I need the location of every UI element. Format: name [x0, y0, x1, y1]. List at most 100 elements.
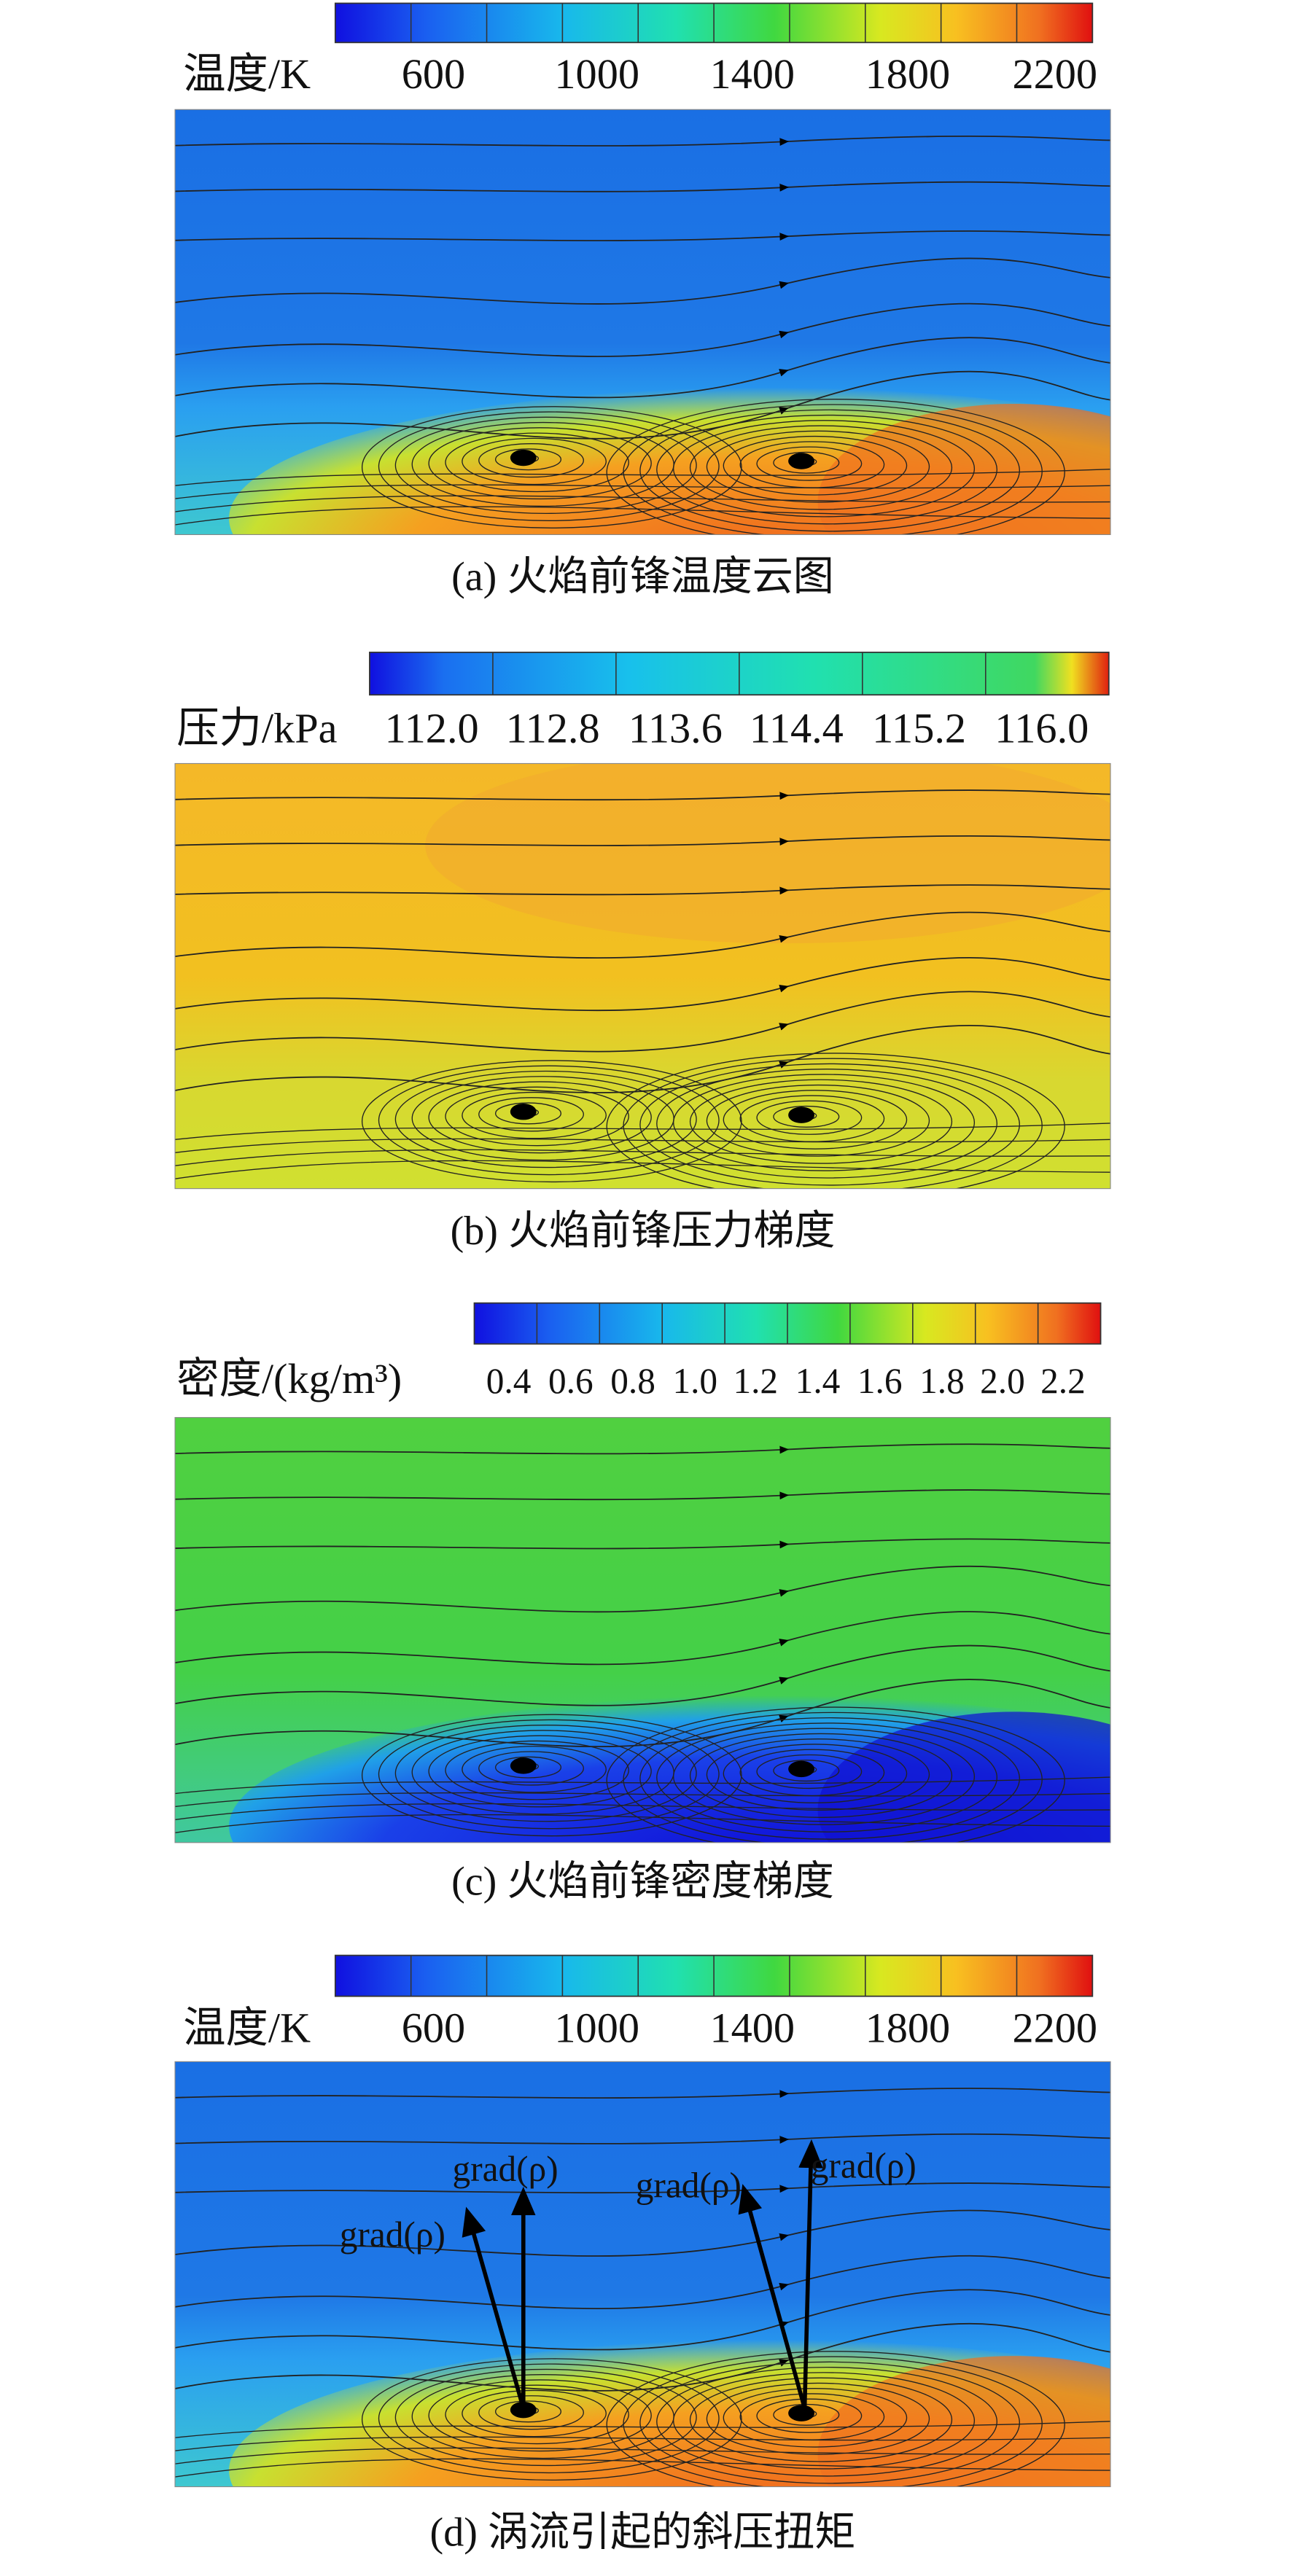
- streamline: [175, 2421, 1110, 2438]
- vortex-core: [788, 1760, 815, 1778]
- colorbar-tick-label: 2.2: [1040, 1361, 1086, 1401]
- vortex-streamline: [756, 1754, 863, 1789]
- vortex-core: [510, 449, 537, 467]
- vortex-streamline: [673, 1074, 976, 1171]
- streamline: [175, 2133, 1110, 2144]
- field-border: [174, 2061, 1111, 2488]
- streamline: [175, 835, 1110, 846]
- vortex-streamline: [756, 446, 863, 481]
- vortex-streamline: [639, 2361, 1020, 2484]
- vortex-streamline: [673, 2372, 976, 2470]
- colorbar-tick-label: 115.2: [872, 704, 966, 752]
- colorbar-tick-label: 1.8: [919, 1361, 965, 1401]
- vortex-core: [510, 2401, 537, 2419]
- vortex-streamline: [756, 2398, 863, 2433]
- contour-field: [175, 109, 1110, 535]
- vortex-streamline: [656, 414, 998, 525]
- vortex-streamline: [428, 1735, 652, 1808]
- vortex-streamline: [478, 1097, 584, 1132]
- vortex-streamline: [689, 1079, 953, 1164]
- field-border: [174, 109, 1111, 536]
- vortex-core: [510, 1757, 537, 1774]
- streamline: [175, 2458, 1110, 2478]
- vortex-streamline: [494, 1756, 562, 1779]
- vortex-streamline: [773, 1760, 840, 1782]
- vortex-streamline: [462, 1746, 607, 1793]
- vortex-streamline: [639, 1063, 1020, 1186]
- vortex-streamline: [394, 1725, 697, 1822]
- streamline: [175, 1443, 1110, 1455]
- vortex-streamline: [378, 2363, 720, 2474]
- colorbar-tick-label: 0.4: [486, 1361, 532, 1401]
- colorbar-tick-label: 1.6: [857, 1361, 903, 1401]
- streamline: [175, 1149, 1110, 1166]
- vortex-streamline: [394, 416, 697, 515]
- vortex-streamline: [656, 1069, 998, 1179]
- vortex-streamline: [478, 442, 584, 478]
- streamline: [175, 2088, 1110, 2099]
- vortex-streamline: [428, 1081, 652, 1154]
- contour-field: [175, 2061, 1110, 2487]
- colorbar-tick-label: 1000: [554, 50, 639, 98]
- vortex-streamline: [378, 411, 720, 522]
- streamline: [175, 181, 1110, 192]
- caption: (c) 火焰前锋密度梯度: [451, 1859, 834, 1905]
- vortex-streamline: [428, 427, 652, 500]
- streamline: [175, 257, 1110, 305]
- annotation: grad(ρ): [636, 2166, 742, 2206]
- vortex-streamline: [656, 1722, 998, 1833]
- colorbar-tick-label: 1800: [865, 50, 951, 98]
- vortex-core: [788, 2405, 815, 2421]
- vortex-streamline: [478, 2395, 584, 2430]
- vortex-streamline: [673, 420, 976, 518]
- vortex-streamline: [361, 406, 742, 528]
- vortex-streamline: [361, 1714, 742, 1837]
- streamline: [175, 957, 1110, 1012]
- gradient-arrow: [738, 2184, 807, 2409]
- vortex-streamline: [494, 1102, 562, 1125]
- streamline: [175, 911, 1110, 959]
- vortex-streamline: [689, 2377, 953, 2462]
- vortex-streamline: [462, 437, 607, 485]
- vortex-streamline: [606, 1706, 1065, 1843]
- streamline: [175, 1644, 1110, 1706]
- streamline: [175, 1160, 1110, 1179]
- vortex-streamline: [462, 1091, 607, 1139]
- annotation: grad(ρ): [340, 2214, 445, 2255]
- vortex-streamline: [673, 1728, 976, 1825]
- vortex-core: [510, 1103, 537, 1120]
- colorbar-tick-label: 2200: [1012, 2004, 1097, 2051]
- streamline: [175, 495, 1110, 512]
- colorbar-tick-label: 1.0: [672, 1361, 717, 1401]
- colorbar-tick-label: 1800: [865, 2004, 951, 2051]
- vortex-streamline: [723, 2388, 908, 2448]
- vortex-streamline: [706, 430, 930, 503]
- streamline: [175, 1611, 1110, 1666]
- colorbar-tick-label: 0.8: [610, 1361, 655, 1401]
- colorbar-tick-label: 1.2: [733, 1361, 778, 1401]
- colorbar-label: 温度/K: [183, 50, 311, 98]
- vortex-streamline: [606, 1053, 1065, 1189]
- vortex-streamline: [723, 1744, 908, 1804]
- streamline: [175, 789, 1110, 801]
- streamline: [175, 230, 1110, 242]
- vortex-streamline: [494, 2400, 562, 2423]
- colorbar-tick-label: 1400: [709, 2004, 795, 2051]
- colorbar-tick-label: 1400: [709, 50, 795, 98]
- vortex-streamline: [706, 1084, 930, 1157]
- vortex-streamline: [773, 1105, 840, 1128]
- vortex-streamline: [606, 2351, 1065, 2487]
- streamline: [175, 2182, 1110, 2194]
- streamline: [175, 991, 1110, 1053]
- vortex-streamline: [445, 2384, 629, 2445]
- vortex-streamline: [494, 448, 562, 471]
- streamline: [175, 1776, 1110, 1795]
- vortex-streamline: [378, 1065, 720, 1176]
- streamline: [175, 303, 1110, 357]
- streamline: [175, 1803, 1110, 1821]
- streamline: [175, 1489, 1110, 1501]
- streamline: [175, 884, 1110, 896]
- streamline: [175, 1123, 1110, 1141]
- streamline: [175, 2289, 1110, 2351]
